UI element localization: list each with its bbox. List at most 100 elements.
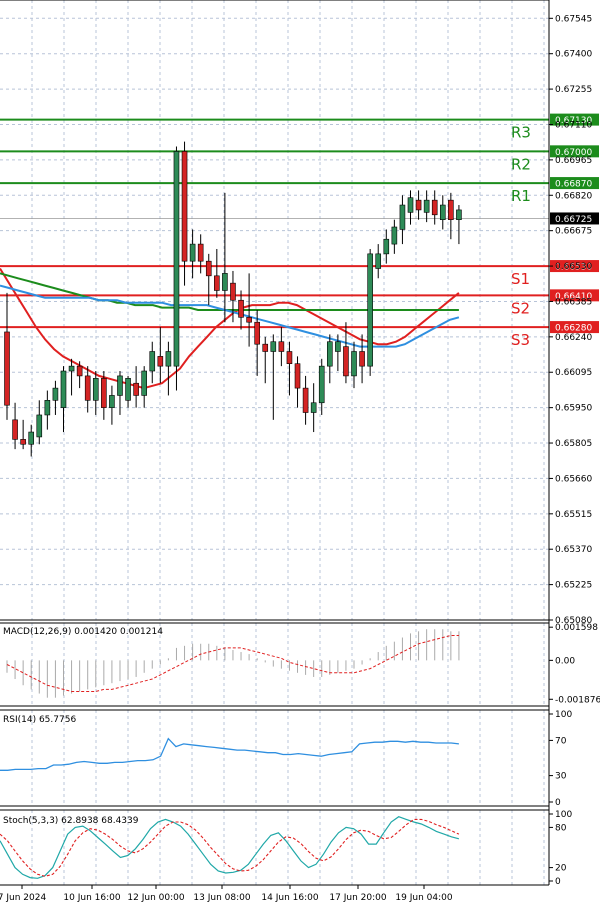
candle-bullish [68,365,75,372]
y-tick-label: 0.66385 [555,297,592,307]
stoch-y-tick-label: 20 [555,864,567,874]
candle-bullish [44,400,51,416]
macd-label: MACD(12,26,9) 0.001420 0.001214 [3,627,163,637]
y-tick-label: 0.65660 [555,474,592,484]
level-price-label-s1: 0.66530 [555,263,592,273]
y-tick-label: 0.65225 [555,581,592,591]
y-tick-label: 0.67110 [555,120,592,130]
ma-medium-line [0,284,460,348]
candle-bullish [391,226,398,245]
candle-bearish [431,199,438,216]
rsi-y-tick-label: 30 [555,772,567,782]
candle-bearish [84,375,91,401]
candle-bullish [117,375,123,396]
candle-bearish [254,321,260,345]
stoch-label: Stoch(5,3,3) 62.8938 68.4339 [3,816,139,826]
y-tick-label: 0.65515 [555,510,592,520]
candle-bullish [141,370,147,396]
candle-bearish [278,341,285,352]
candle-bearish [262,343,269,352]
candle-bullish [407,197,414,213]
candle-bearish [302,387,309,413]
candle-bullish [222,273,228,291]
candle-bearish [157,356,164,367]
y-tick-label: 0.66675 [555,227,592,237]
candle-bullish [375,253,382,269]
candle-bearish [359,351,365,367]
y-tick-label: 0.65370 [555,545,592,555]
current-price-label: 0.66725 [555,215,592,225]
y-tick-label: 0.66820 [555,191,592,201]
x-tick-label: 7 Jun 2024 [0,893,46,903]
level-name-r2: R2 [511,155,531,173]
level-price-label-r2: 0.67000 [555,148,592,158]
level-name-s1: S1 [511,270,530,288]
y-tick-label: 0.66965 [555,156,592,166]
candle-bearish [246,317,252,323]
candle-bearish [197,243,204,262]
rsi-y-tick-label: 70 [555,736,567,746]
level-price-box-r3 [550,113,599,126]
candle-bearish [4,331,10,406]
candle-bullish [189,243,196,262]
rsi-label: RSI(14) 65.7756 [3,715,76,725]
level-price-label-s2: 0.66410 [555,292,592,302]
candle-bullish [125,378,131,401]
candle-bearish [133,382,139,396]
candle-bullish [399,204,406,230]
x-tick-label: 14 Jun 16:00 [261,893,318,903]
candle-bearish [76,365,83,377]
candle-bullish [326,341,333,367]
candle-bullish [270,341,277,352]
x-tick-label: 13 Jun 08:00 [193,893,250,903]
candle-bullish [310,402,317,413]
level-price-box-r2 [550,145,599,158]
candle-bullish [52,387,59,401]
stoch-k-line [0,816,460,879]
stoch-d-line [0,818,460,877]
level-price-box-r1 [550,177,599,190]
candle-bearish [415,199,422,211]
stoch-y-tick-label: 100 [555,810,572,820]
macd-y-tick-label: 0.001598 [555,623,598,633]
rsi-line [0,737,459,771]
candle-bullish [383,238,390,255]
candle-bearish [238,299,244,318]
level-price-label-r3: 0.67130 [555,116,592,126]
candle-bullish [423,199,430,213]
level-price-box-s1 [550,260,599,273]
level-name-r1: R1 [511,187,531,205]
candle-bearish [181,151,188,262]
level-name-s2: S2 [511,299,530,317]
y-tick-label: 0.65805 [555,439,592,449]
level-price-label-r1: 0.66870 [555,180,592,190]
x-tick-label: 17 Jun 20:00 [329,893,386,903]
candle-bullish [318,365,325,404]
candle-bearish [205,260,212,277]
candle-bullish [149,351,156,372]
y-tick-label: 0.67255 [555,85,592,95]
macd-signal-line [6,635,459,692]
candle-bullish [456,209,462,220]
y-tick-label: 0.66530 [555,262,592,272]
candle-bearish [214,275,220,291]
y-tick-label: 0.67545 [555,14,592,24]
level-name-s3: S3 [511,331,530,349]
y-tick-label: 0.65950 [555,404,592,414]
candle-bullish [439,204,446,220]
candle-bullish [60,370,67,408]
level-name-r3: R3 [511,124,531,142]
candle-bearish [12,419,18,440]
y-tick-label: 0.66240 [555,333,592,343]
candle-bullish [173,151,180,367]
y-tick-label: 0.65080 [555,616,592,626]
stoch-y-tick-label: 0 [555,877,561,887]
ma-fast-line [0,267,460,390]
candle-bullish [367,253,373,367]
x-tick-label: 12 Jun 00:00 [127,893,184,903]
level-price-label-s3: 0.66280 [555,324,592,334]
y-tick-label: 0.67400 [555,50,592,60]
candle-bearish [343,346,349,377]
candle-bullish [109,395,115,408]
